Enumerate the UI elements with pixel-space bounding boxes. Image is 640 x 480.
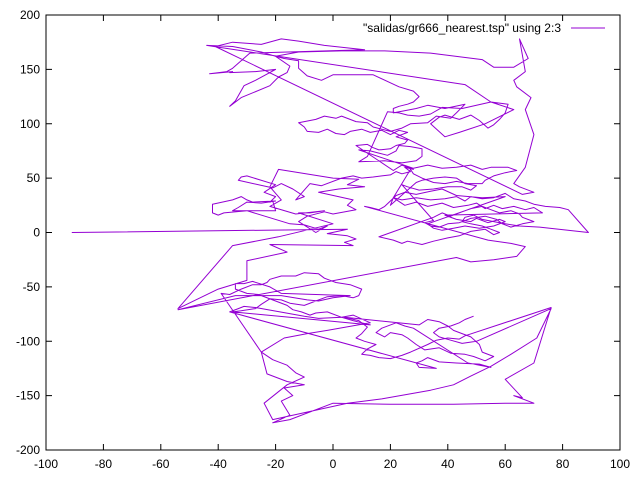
plot-border <box>45 14 621 451</box>
x-tick-label: -100 <box>34 457 58 471</box>
y-tick-label: -150 <box>16 389 40 403</box>
x-tick-label: 20 <box>384 457 398 471</box>
y-tick-label: 150 <box>20 62 40 76</box>
legend-label: "salidas/gr666_nearest.tsp" using 2:3 <box>363 21 561 35</box>
y-tick-label: -100 <box>16 334 40 348</box>
x-tick-label: -40 <box>210 457 228 471</box>
y-tick-label: -200 <box>16 443 40 457</box>
x-tick-label: 100 <box>610 457 630 471</box>
y-tick-label: 100 <box>20 117 40 131</box>
x-tick-label: -20 <box>267 457 285 471</box>
y-tick-label: 0 <box>33 226 40 240</box>
tick-labels: -100 -80 -60 -40 -20 0 20 40 60 80 100-200-150-100… <box>16 8 630 471</box>
y-tick-label: 50 <box>27 171 41 185</box>
x-tick-label: -60 <box>152 457 170 471</box>
y-tick-label: 200 <box>20 8 40 22</box>
x-tick-label: 0 <box>330 457 337 471</box>
x-tick-label: 40 <box>441 457 455 471</box>
plot-frame <box>45 14 621 451</box>
x-tick-label: 80 <box>556 457 570 471</box>
x-tick-label: -80 <box>95 457 113 471</box>
y-tick-label: -50 <box>23 280 41 294</box>
series-line <box>71 38 589 424</box>
data-series <box>71 38 589 424</box>
legend: "salidas/gr666_nearest.tsp" using 2:3 <box>363 21 605 35</box>
x-tick-label: 60 <box>499 457 513 471</box>
